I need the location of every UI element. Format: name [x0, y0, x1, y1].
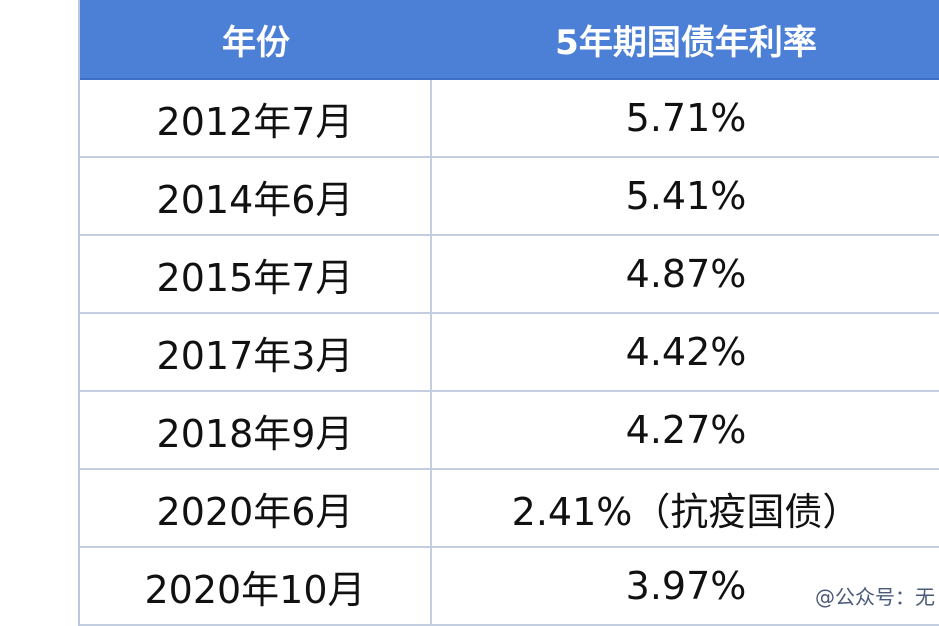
table-cell: 4.87%: [625, 252, 747, 296]
table-cell: 5.41%: [625, 174, 747, 218]
header-row: 年份 5年期国债年利率: [80, 0, 939, 80]
watermark: @公众号：无: [811, 579, 939, 612]
table-cell: 4.42%: [625, 330, 747, 374]
table-row: 2020年6月 2.41%（抗疫国债）: [80, 470, 939, 548]
table-row: 2014年6月 5.41%: [80, 158, 939, 236]
table-cell: 2.41%（抗疫国债）: [511, 489, 861, 534]
table-row: 2020年10月 3.97%: [80, 548, 939, 626]
header-cell: 年份: [222, 22, 290, 63]
table-row: 2012年7月 5.71%: [80, 80, 939, 158]
table-cell: 2020年6月: [80, 470, 432, 546]
table: 年份 5年期国债年利率 2012年7月 5.71% 2014年6月 5.41% 2015…: [78, 0, 939, 626]
table-cell: 2015年7月: [80, 236, 432, 312]
table-cell: 2014年6月: [80, 158, 432, 234]
table-cell: 2018年9月: [80, 392, 432, 468]
table-cell: 2020年10月: [80, 548, 432, 624]
table-row: 2017年3月 4.42%: [80, 314, 939, 392]
table-cell: 3.97%: [625, 564, 747, 608]
table-row: 2018年9月 4.27%: [80, 392, 939, 470]
header-cell: 5年期国债年利率: [555, 22, 817, 63]
table-cell: 2017年3月: [80, 314, 432, 390]
table-row: 2015年7月 4.87%: [80, 236, 939, 314]
table-cell: 4.27%: [625, 408, 747, 452]
table-cell: 2012年7月: [80, 80, 432, 156]
table-cell: 5.71%: [625, 96, 747, 140]
